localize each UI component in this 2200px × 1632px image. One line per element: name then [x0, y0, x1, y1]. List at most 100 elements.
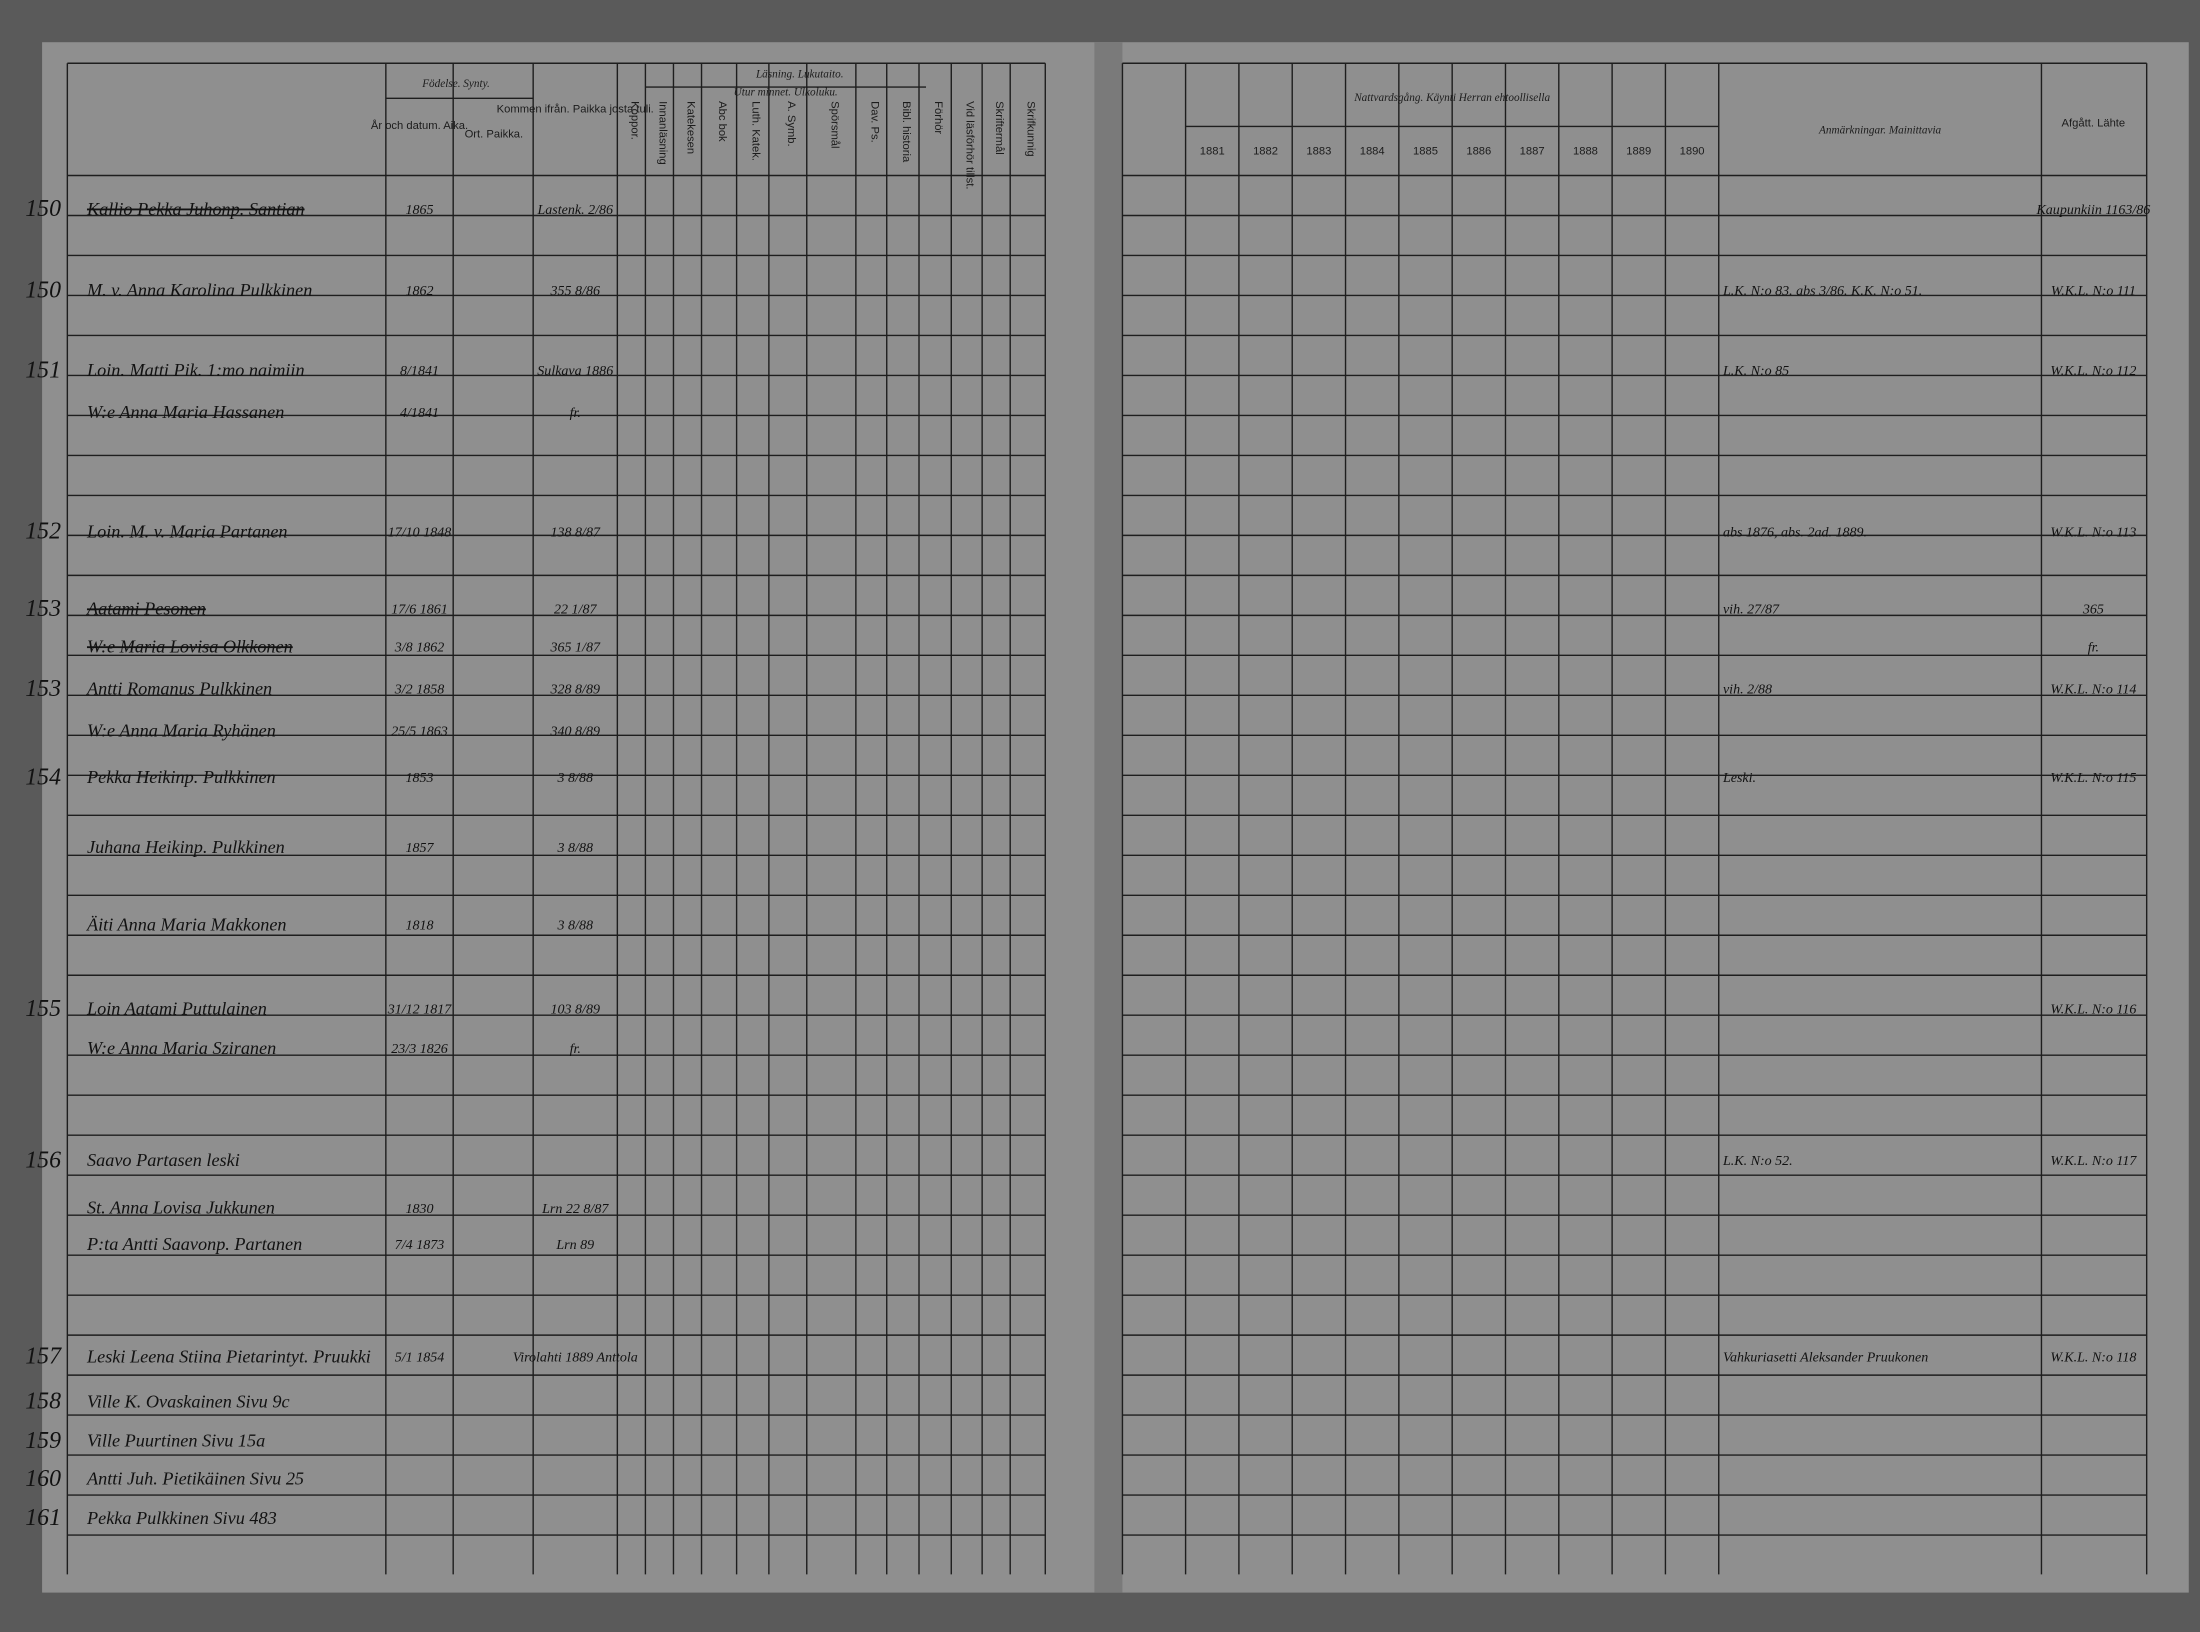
came-from: 355 8/86 [550, 283, 600, 299]
entry-number: 158 [25, 1389, 61, 1415]
birth-date: 1830 [405, 1201, 433, 1217]
came-from: Virolahti 1889 Anttola [513, 1350, 638, 1366]
departure: fr. [2088, 640, 2099, 656]
came-from: Lastenk. 2/86 [536, 202, 613, 218]
person-name: M. v. Anna Karolina Pulkkinen [86, 280, 312, 300]
birth-date: 1853 [405, 770, 433, 786]
came-from: 340 8/89 [550, 724, 600, 740]
column-headers: Födelse. Synty. År och datum. Aika. Ort.… [371, 68, 2125, 189]
year-header: 1885 [1413, 145, 1438, 157]
ruling [66, 62, 2148, 1575]
came-from-header: Kommen ifrån. Paikka josta tuli. [497, 103, 654, 115]
remark: L.K. N:o 83. abs 3/86. K.K. N:o 51. [1722, 283, 1922, 299]
narrow-column-header: Spörsmål [828, 101, 840, 148]
person-name: Ville Puurtinen Sivu 15a [87, 1431, 265, 1451]
came-from: 365 1/87 [550, 640, 601, 656]
person-name: Loin Aatami Puttulainen [86, 999, 267, 1019]
person-name: Aatami Pesonen [86, 599, 206, 619]
came-from: 103 8/89 [551, 1002, 600, 1018]
person-name: Pekka Pulkkinen Sivu 483 [86, 1508, 277, 1528]
departed-header: Afgått. Lähte [2062, 117, 2126, 129]
narrow-column-header: Abc bok [716, 101, 728, 142]
departure: W.K.L. N:o 111 [2051, 283, 2136, 299]
year-header: 1883 [1306, 145, 1331, 157]
person-name: W:e Anna Maria Ryhänen [87, 721, 276, 741]
remark: L.K. N:o 85 [1722, 363, 1789, 379]
remark: L.K. N:o 52. [1722, 1153, 1793, 1169]
entry-number: 161 [25, 1505, 61, 1531]
birth-date: 3/2 1858 [394, 682, 444, 698]
remark: vih. 27/87 [1723, 602, 1780, 618]
entry-number: 153 [25, 676, 61, 702]
year-header: 1886 [1466, 145, 1491, 157]
person-name: Kallio Pekka Juhonp. Santian [86, 199, 305, 219]
person-name: P:ta Antti Saavonp. Partanen [86, 1234, 302, 1254]
narrow-column-header: Skrifkunnig [1025, 101, 1037, 156]
entries: 150 Kallio Pekka Juhonp. Santian 1865 Laste… [25, 196, 2150, 1531]
birth-date: 17/6 1861 [391, 602, 447, 618]
person-name: Ville K. Ovaskainen Sivu 9c [87, 1391, 290, 1411]
person-name: St. Anna Lovisa Jukkunen [87, 1198, 275, 1218]
person-name: Juhana Heikinp. Pulkkinen [87, 837, 285, 857]
came-from: 3 8/88 [557, 840, 593, 856]
narrow-column-header: Bibl. historia [900, 101, 912, 163]
entry-number: 154 [25, 764, 61, 790]
birth-header: Födelse. Synty. [421, 78, 490, 90]
narrow-column-header: A. Symb. [785, 101, 797, 147]
departure: W.K.L. N:o 118 [2050, 1350, 2136, 1366]
remark: vih. 2/88 [1723, 682, 1772, 698]
person-name: Loin. Matti Pik. 1:mo naimiin [86, 360, 305, 380]
year-header: 1882 [1253, 145, 1278, 157]
departure: W.K.L. N:o 114 [2050, 682, 2136, 698]
person-name: W:e Anna Maria Hassanen [87, 402, 284, 422]
entry-number: 151 [25, 357, 61, 383]
remark: Leski. [1722, 770, 1756, 786]
came-from: 3 8/88 [557, 917, 593, 933]
birth-date: 1857 [405, 840, 434, 856]
birth-date: 31/12 1817 [387, 1002, 452, 1018]
birth-date: 25/5 1863 [391, 724, 447, 740]
narrow-column-header: Luth. Katek. [750, 101, 762, 161]
entry-number: 160 [25, 1466, 61, 1492]
year-header: 1890 [1680, 145, 1705, 157]
birth-date: 23/3 1826 [391, 1041, 447, 1057]
departure: W.K.L. N:o 116 [2050, 1002, 2136, 1018]
came-from: Sulkava 1886 [537, 363, 613, 379]
departure: W.K.L. N:o 112 [2050, 363, 2136, 379]
came-from: 22 1/87 [554, 602, 597, 618]
birth-date: 1818 [405, 917, 433, 933]
came-from: Lrn 89 [555, 1237, 594, 1253]
entry-number: 159 [25, 1428, 61, 1454]
year-header: 1887 [1520, 145, 1545, 157]
departure: W.K.L. N:o 113 [2050, 525, 2136, 541]
person-name: Äiti Anna Maria Makkonen [86, 914, 287, 934]
person-name: Antti Romanus Pulkkinen [86, 679, 272, 699]
entry-number: 157 [25, 1344, 62, 1370]
reading-header: Läsning. Lukutaito. [755, 68, 844, 80]
communion-header: Nattvardsgång. Käynti Herran ehtoollisel… [1353, 92, 1550, 104]
by-heart-header: Utur minnet. Ulkoluku. [734, 87, 838, 99]
came-from: 3 8/88 [557, 770, 593, 786]
entry-number: 153 [25, 596, 61, 622]
birth-date: 8/1841 [400, 363, 439, 379]
remark: abs 1876, abs. 2ad. 1889. [1723, 525, 1867, 541]
departure: W.K.L. N:o 115 [2050, 770, 2136, 786]
person-name: Pekka Heikinp. Pulkkinen [86, 767, 276, 787]
departure: W.K.L. N:o 117 [2050, 1153, 2137, 1169]
came-from: 328 8/89 [550, 682, 600, 698]
year-header: 1888 [1573, 145, 1598, 157]
entry-number: 150 [25, 196, 61, 222]
remark: Vahkuriasetti Aleksander Pruukonen [1723, 1350, 1928, 1366]
entry-number: 152 [25, 519, 61, 545]
departure: Kaupunkiin 1163/86 [2035, 202, 2150, 218]
year-header: 1889 [1626, 145, 1651, 157]
came-from: fr. [570, 405, 581, 421]
birth-date: 3/8 1862 [394, 640, 444, 656]
entry-number: 155 [25, 996, 61, 1022]
narrow-column-header: Skriftermål [993, 101, 1005, 155]
narrow-column-header: Koppor. [628, 101, 640, 140]
entry-number: 156 [25, 1147, 61, 1173]
narrow-column-header: Katekesen [685, 101, 697, 154]
person-name: W:e Anna Maria Sziranen [87, 1038, 276, 1058]
